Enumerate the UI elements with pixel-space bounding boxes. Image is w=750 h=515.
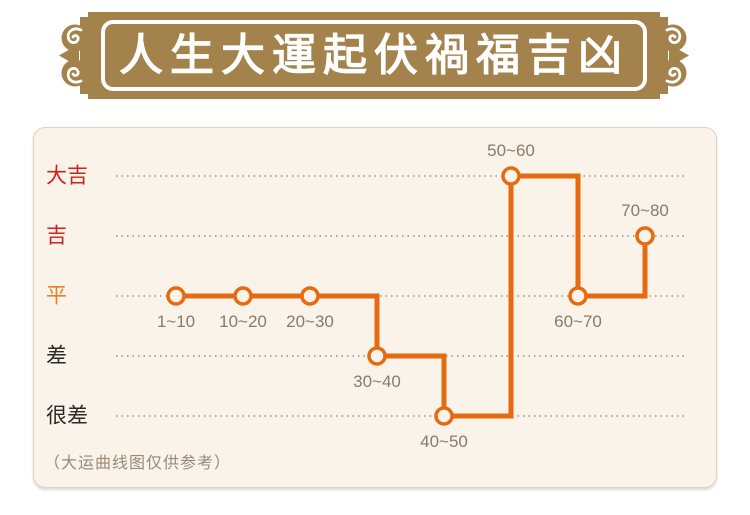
x-tick-label: 70~80: [621, 201, 669, 220]
data-point-marker: [434, 406, 454, 426]
data-point-marker: [367, 346, 387, 366]
x-tick-label: 40~50: [420, 432, 468, 451]
y-axis-label: 吉: [46, 225, 67, 248]
cloud-ornament-left-icon: [59, 17, 90, 94]
page-title: 人生大運起伏禍福吉凶: [119, 30, 629, 81]
data-point-marker: [635, 226, 655, 246]
x-tick-label: 20~30: [286, 312, 334, 331]
x-tick-label: 50~60: [487, 141, 535, 160]
data-point-marker: [568, 286, 588, 306]
data-point-marker: [501, 166, 521, 186]
y-axis-label: 差: [46, 345, 67, 368]
y-axis-label: 大吉: [46, 165, 88, 188]
x-tick-label: 1~10: [157, 312, 195, 331]
chart-footnote: （大运曲线图仅供参考）: [44, 455, 232, 472]
x-tick-label: 60~70: [554, 312, 602, 331]
banner-background: [88, 12, 660, 99]
x-tick-label: 30~40: [353, 372, 401, 391]
title-banner: 人生大運起伏禍福吉凶: [58, 12, 690, 99]
data-point-marker: [166, 286, 186, 306]
fortune-chart-panel: 大吉吉平差很差 1~10 10~20 20~30 30~40 40~50 50~60 60~7…: [33, 127, 717, 488]
cloud-ornament-right-icon: [658, 17, 689, 94]
data-point-marker: [300, 286, 320, 306]
x-tick-label: 10~20: [219, 312, 267, 331]
data-point-marker: [233, 286, 253, 306]
banner-inner-frame: [101, 20, 647, 91]
y-axis-label: 很差: [46, 405, 88, 428]
y-axis-label: 平: [46, 285, 67, 308]
